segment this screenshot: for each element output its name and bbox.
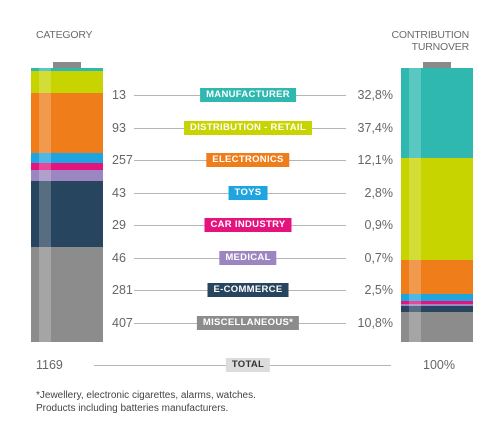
category-label: TOYS bbox=[228, 185, 268, 200]
battery-shine bbox=[39, 68, 51, 342]
battery-segment bbox=[401, 303, 473, 307]
category-label: MEDICAL bbox=[219, 250, 277, 265]
category-row: 281 E-COMMERCE 2,5% bbox=[0, 281, 501, 299]
category-count: 43 bbox=[112, 185, 126, 200]
turnover-percent: 2,5% bbox=[364, 283, 394, 297]
category-label: MISCELLANEOUS* bbox=[196, 315, 300, 330]
category-row: 13 MANUFACTURER 32,8% bbox=[0, 86, 501, 104]
total-percent: 100% bbox=[423, 358, 455, 372]
battery-segment bbox=[401, 305, 473, 313]
turnover-percent: 0,9% bbox=[364, 218, 394, 232]
category-label: ELECTRONICS bbox=[206, 153, 290, 167]
battery-segment bbox=[401, 301, 473, 305]
footnote-line-1: *Jewellery, electronic cigarettes, alarm… bbox=[36, 390, 256, 401]
footnote: *Jewellery, electronic cigarettes, alarm… bbox=[36, 389, 256, 415]
category-row: 257 ELECTRONICS 12,1% bbox=[0, 151, 501, 169]
battery-body bbox=[401, 68, 473, 342]
battery-cap bbox=[423, 62, 451, 68]
battery-segment bbox=[31, 68, 103, 72]
battery-segment bbox=[31, 153, 103, 164]
category-battery bbox=[31, 62, 103, 342]
category-count: 93 bbox=[112, 120, 126, 135]
battery-segment bbox=[31, 246, 103, 342]
category-header: CATEGORY bbox=[36, 29, 93, 41]
category-count: 281 bbox=[112, 283, 133, 297]
category-row: 407 MISCELLANEOUS* 10,8% bbox=[0, 314, 501, 332]
category-label: E-COMMERCE bbox=[207, 283, 289, 297]
battery-segment bbox=[31, 71, 103, 94]
turnover-percent: 37,4% bbox=[357, 120, 393, 135]
category-label: DISTRIBUTION - RETAIL bbox=[184, 120, 312, 135]
battery-segment bbox=[401, 157, 473, 261]
category-row: 43 TOYS 2,8% bbox=[0, 184, 501, 202]
turnover-percent: 10,8% bbox=[357, 315, 393, 330]
battery-segment bbox=[401, 260, 473, 294]
category-row: 46 MEDICAL 0,7% bbox=[0, 249, 501, 267]
battery-segment bbox=[31, 169, 103, 182]
header-line-1: CONTRIBUTION bbox=[391, 29, 469, 41]
category-count: 29 bbox=[112, 218, 126, 232]
battery-segment bbox=[31, 163, 103, 171]
contribution-turnover-header: CONTRIBUTION TURNOVER bbox=[389, 29, 469, 53]
category-label: MANUFACTURER bbox=[200, 88, 296, 102]
battery-segment bbox=[401, 293, 473, 302]
category-label: CAR INDUSTRY bbox=[204, 218, 292, 232]
turnover-percent: 0,7% bbox=[364, 250, 394, 265]
battery-body bbox=[31, 68, 103, 342]
turnover-battery bbox=[401, 62, 473, 342]
total-count: 1169 bbox=[36, 358, 63, 372]
battery-segment bbox=[401, 68, 473, 159]
battery-segment bbox=[401, 312, 473, 342]
footnote-line-2: Products including batteries manufacture… bbox=[36, 403, 229, 414]
turnover-percent: 32,8% bbox=[357, 88, 393, 102]
header-line-2: TURNOVER bbox=[411, 41, 470, 53]
battery-segment bbox=[31, 92, 103, 154]
category-count: 46 bbox=[112, 250, 126, 265]
category-row: 29 CAR INDUSTRY 0,9% bbox=[0, 216, 501, 234]
turnover-percent: 2,8% bbox=[364, 185, 394, 200]
category-row: 93 DISTRIBUTION - RETAIL 37,4% bbox=[0, 119, 501, 137]
total-label: TOTAL bbox=[225, 358, 271, 372]
turnover-percent: 12,1% bbox=[357, 153, 393, 167]
category-count: 257 bbox=[112, 153, 133, 167]
category-count: 13 bbox=[112, 88, 126, 102]
total-row: 1169 TOTAL 100% bbox=[0, 356, 501, 374]
battery-cap bbox=[53, 62, 81, 68]
battery-shine bbox=[409, 68, 421, 342]
battery-segment bbox=[31, 180, 103, 248]
category-count: 407 bbox=[112, 315, 133, 330]
